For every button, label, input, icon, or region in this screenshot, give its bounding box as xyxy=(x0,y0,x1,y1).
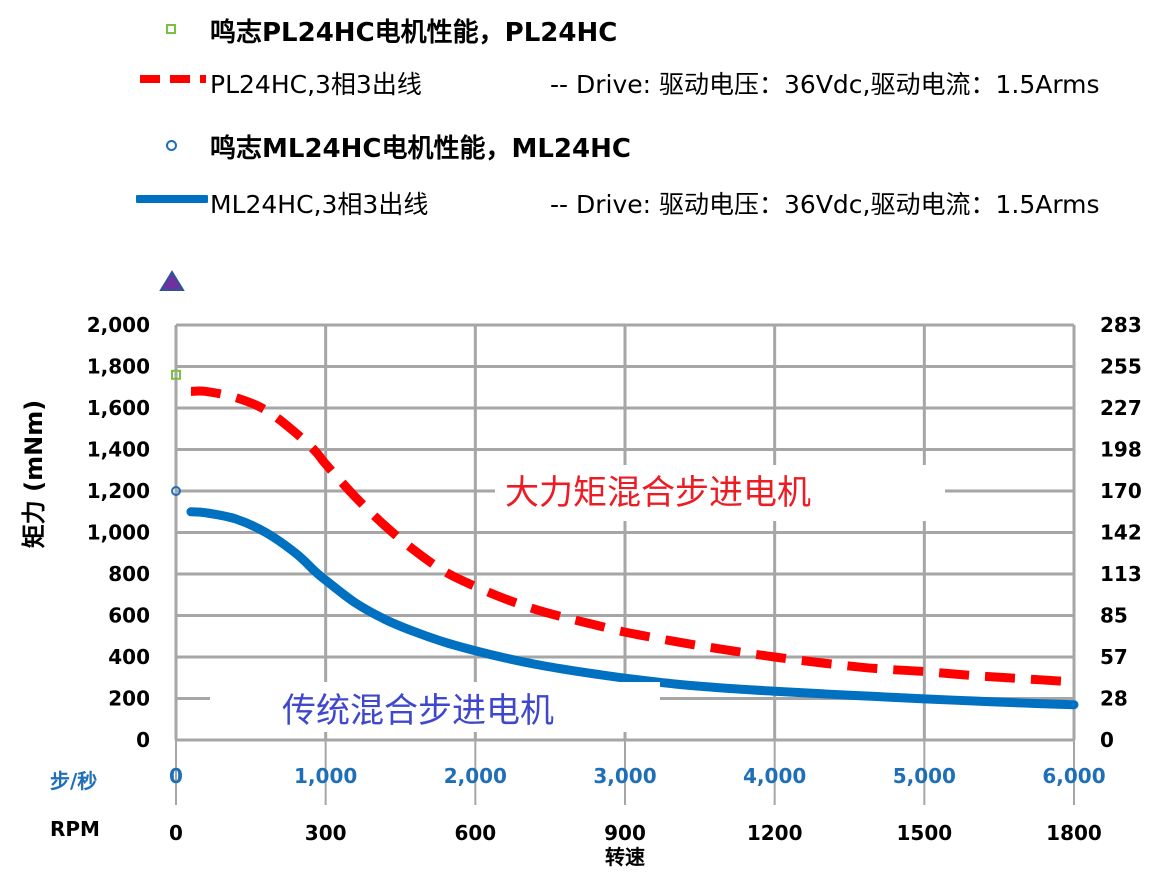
x-rpm-tick-label: 0 xyxy=(169,821,183,845)
left-axis-ticks: 2,000 1,800 1,600 1,400 1,200 1,000 800 600 400 2… xyxy=(87,313,150,752)
pl-legend-title: 鸣志PL24HC电机性能，PL24HC xyxy=(210,18,618,48)
y-tick-label: 400 xyxy=(108,645,150,669)
y2-tick-label: 227 xyxy=(1100,396,1142,420)
x-rpm-tick-label: 900 xyxy=(604,821,646,845)
pl-dashed-line-icon xyxy=(140,75,206,83)
x-steps-tick-label: 3,000 xyxy=(593,764,656,788)
pl-square-marker-icon xyxy=(166,24,176,34)
y-axis-label: 矩力 (mNm) xyxy=(20,400,48,548)
annotation-traditional: 传统混合步进电机 xyxy=(282,691,554,731)
pl-legend-series: PL24HC,3相3出线 xyxy=(210,70,422,99)
x-rpm-tick-label: 600 xyxy=(454,821,496,845)
grid-lines xyxy=(174,323,1076,805)
y2-tick-label: 142 xyxy=(1100,521,1142,545)
ml-legend-title: 鸣志ML24HC电机性能，ML24HC xyxy=(210,134,631,164)
annotation-large-torque: 大力矩混合步进电机 xyxy=(505,473,811,513)
steps-axis-label: 步/秒 xyxy=(50,769,97,793)
y2-tick-label: 283 xyxy=(1100,313,1142,337)
ml-solid-line-icon xyxy=(136,195,208,203)
annotation-ml-background xyxy=(210,682,660,732)
pl-legend-drive: -- Drive: 驱动电压：36Vdc,驱动电流：1.5Arms xyxy=(550,70,1100,99)
ml-legend-series: ML24HC,3相3出线 xyxy=(210,190,429,219)
y2-tick-label: 57 xyxy=(1100,645,1128,669)
ml-circle-marker-icon xyxy=(166,140,177,151)
x-rpm-tick-label: 300 xyxy=(305,821,347,845)
y-tick-label: 2,000 xyxy=(87,313,150,337)
x-steps-tick-label: 5,000 xyxy=(893,764,956,788)
y-tick-label: 200 xyxy=(108,687,150,711)
rpm-axis-label: RPM xyxy=(50,817,100,841)
series-lines xyxy=(186,386,1079,710)
steps-axis-ticks: 0 1,000 2,000 3,000 4,000 5,000 6,000 xyxy=(169,764,1106,788)
y2-tick-label: 198 xyxy=(1100,438,1142,462)
pl24hc-marker-point xyxy=(171,369,181,380)
x-rpm-tick-label: 1800 xyxy=(1046,821,1102,845)
y-tick-label: 0 xyxy=(136,728,150,752)
ml24hc-series-line xyxy=(186,507,1079,710)
y-tick-label: 600 xyxy=(108,604,150,628)
y2-tick-label: 113 xyxy=(1100,562,1142,586)
x-steps-tick-label: 4,000 xyxy=(743,764,806,788)
y-tick-label: 1,200 xyxy=(87,479,150,503)
right-axis-ticks: 283 255 227 198 170 142 113 85 57 28 0 xyxy=(1100,313,1142,752)
y-tick-label: 1,400 xyxy=(87,438,150,462)
legend: 鸣志PL24HC电机性能，PL24HC PL24HC,3相3出线 -- Driv… xyxy=(0,0,1166,250)
y2-tick-label: 255 xyxy=(1100,355,1142,379)
x-steps-tick-label: 1,000 xyxy=(294,764,357,788)
annotation-pl-background xyxy=(495,465,945,521)
x-rpm-tick-label: 1200 xyxy=(747,821,803,845)
y2-tick-label: 28 xyxy=(1100,687,1128,711)
x-axis-label: 转速 xyxy=(605,845,645,869)
ml-legend-drive: -- Drive: 驱动电压：36Vdc,驱动电流：1.5Arms xyxy=(550,190,1100,219)
series-markers xyxy=(171,369,181,496)
x-steps-tick-label: 2,000 xyxy=(444,764,507,788)
y-tick-label: 1,800 xyxy=(87,355,150,379)
y-tick-label: 1,000 xyxy=(87,521,150,545)
rpm-axis-ticks: 0 300 600 900 1200 1500 1800 xyxy=(169,821,1102,845)
x-steps-tick-label: 0 xyxy=(169,764,183,788)
x-steps-tick-label: 6,000 xyxy=(1042,764,1105,788)
triangle-marker-icon xyxy=(159,270,185,291)
y-tick-label: 1,600 xyxy=(87,396,150,420)
pl24hc-series-line xyxy=(190,386,1075,687)
y2-tick-label: 85 xyxy=(1100,604,1128,628)
y2-tick-label: 0 xyxy=(1100,728,1114,752)
y2-tick-label: 170 xyxy=(1100,479,1142,503)
x-rpm-tick-label: 1500 xyxy=(896,821,952,845)
y-tick-label: 800 xyxy=(108,562,150,586)
ml24hc-marker-point xyxy=(171,486,181,496)
